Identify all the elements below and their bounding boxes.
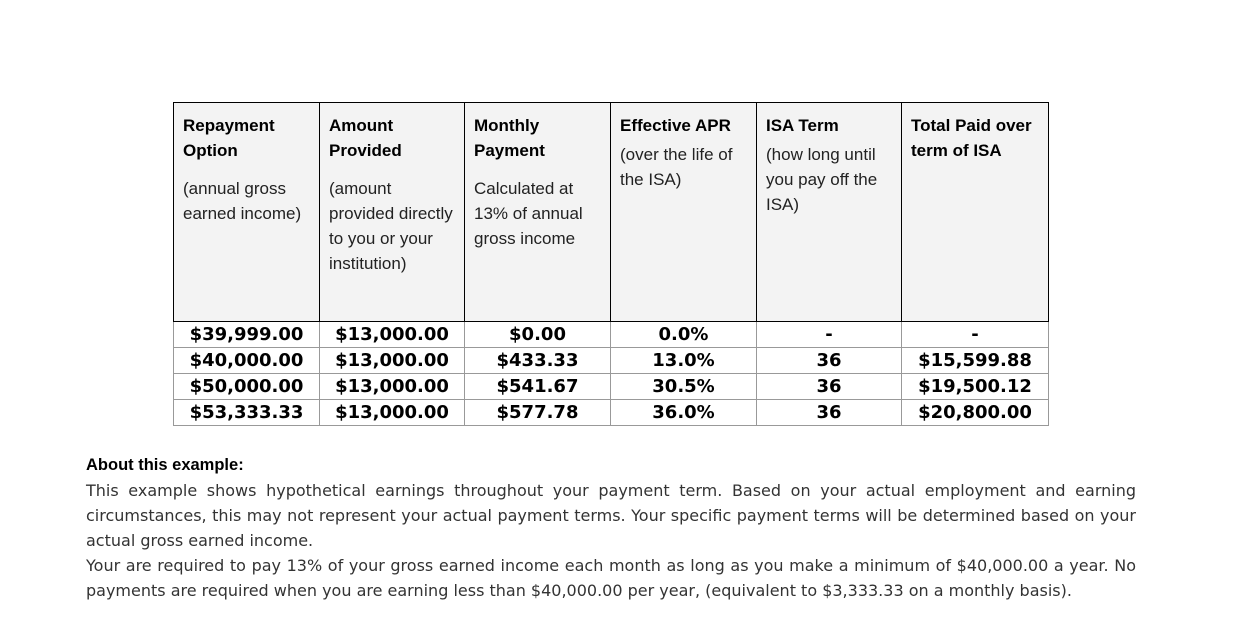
cell-isa-term: 36 [756, 373, 902, 400]
about-paragraph-requirements: Your are required to pay 13% of your gro… [86, 556, 1136, 600]
table-row: $53,333.33 $13,000.00 $577.78 36.0% 36 $… [173, 399, 1049, 426]
cell-total-paid: - [901, 321, 1049, 348]
header-title: ISA Term [766, 116, 839, 135]
table-row: $50,000.00 $13,000.00 $541.67 30.5% 36 $… [173, 373, 1049, 400]
table-row: $39,999.00 $13,000.00 $0.00 0.0% - - [173, 321, 1049, 348]
header-title: Amount Provided [329, 116, 402, 160]
cell-repayment-option: $53,333.33 [173, 399, 320, 426]
cell-amount-provided: $13,000.00 [319, 347, 465, 374]
header-effective-apr: Effective APR (over the life of the ISA) [610, 102, 757, 322]
header-repayment-option: Repayment Option (annual gross earned in… [173, 102, 320, 322]
header-isa-term: ISA Term (how long until you pay off the… [756, 102, 902, 322]
header-monthly-payment: Monthly Payment Calculated at 13% of ann… [464, 102, 611, 322]
cell-effective-apr: 36.0% [610, 399, 757, 426]
cell-repayment-option: $39,999.00 [173, 321, 320, 348]
cell-isa-term: - [756, 321, 902, 348]
cell-monthly-payment: $577.78 [464, 399, 611, 426]
cell-monthly-payment: $433.33 [464, 347, 611, 374]
cell-amount-provided: $13,000.00 [319, 399, 465, 426]
header-title: Total Paid over term of ISA [911, 116, 1032, 160]
about-paragraph-earnings: This example shows hypothetical earnings… [86, 481, 1136, 550]
header-subtitle: (amount provided directly to you or your… [329, 179, 453, 273]
cell-total-paid: $20,800.00 [901, 399, 1049, 426]
header-subtitle: Calculated at 13% of annual gross income [474, 179, 583, 248]
cell-monthly-payment: $541.67 [464, 373, 611, 400]
cell-repayment-option: $40,000.00 [173, 347, 320, 374]
table-row: $40,000.00 $13,000.00 $433.33 13.0% 36 $… [173, 347, 1049, 374]
cell-amount-provided: $13,000.00 [319, 373, 465, 400]
header-amount-provided: Amount Provided (amount provided directl… [319, 102, 465, 322]
header-subtitle: (annual gross earned income) [183, 179, 302, 223]
cell-total-paid: $15,599.88 [901, 347, 1049, 374]
header-subtitle: (over the life of the ISA) [620, 145, 733, 189]
about-title: About this example: [86, 456, 244, 474]
cell-amount-provided: $13,000.00 [319, 321, 465, 348]
cell-total-paid: $19,500.12 [901, 373, 1049, 400]
cell-repayment-option: $50,000.00 [173, 373, 320, 400]
cell-isa-term: 36 [756, 347, 902, 374]
about-section: About this example: This example shows h… [86, 453, 1136, 603]
header-title: Effective APR [620, 116, 731, 135]
header-subtitle: (how long until you pay off the ISA) [766, 145, 878, 214]
table-header-row: Repayment Option (annual gross earned in… [173, 102, 1049, 322]
cell-monthly-payment: $0.00 [464, 321, 611, 348]
header-total-paid: Total Paid over term of ISA [901, 102, 1049, 322]
cell-isa-term: 36 [756, 399, 902, 426]
header-title: Monthly Payment [474, 116, 545, 160]
header-title: Repayment Option [183, 116, 275, 160]
cell-effective-apr: 30.5% [610, 373, 757, 400]
cell-effective-apr: 0.0% [610, 321, 757, 348]
cell-effective-apr: 13.0% [610, 347, 757, 374]
repayment-table: Repayment Option (annual gross earned in… [173, 102, 1049, 426]
